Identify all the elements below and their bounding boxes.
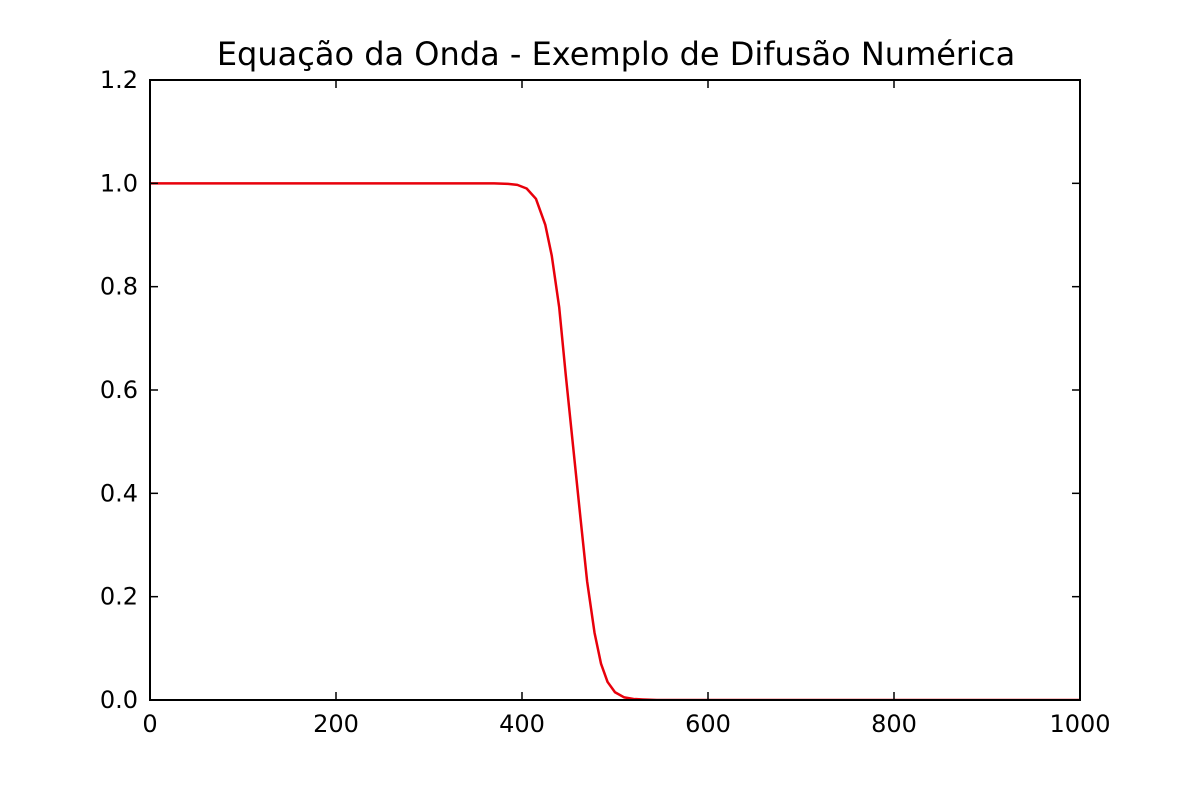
y-tick-label: 1.0 — [100, 169, 138, 197]
series-line-0 — [150, 182, 1080, 700]
x-tick-label: 0 — [142, 710, 157, 738]
y-tick-label: 0.6 — [100, 376, 138, 404]
axis-ticks: 0 200 400 600 800 1000 0.0 0.2 0.4 0.6 0.8 1.0 1.2 — [100, 66, 1111, 738]
x-tick-label: 600 — [685, 710, 731, 738]
y-tick-label: 0.0 — [100, 686, 138, 714]
x-tick-label: 200 — [313, 710, 359, 738]
x-tick-label: 800 — [871, 710, 917, 738]
y-tick-label: 0.8 — [100, 273, 138, 301]
x-tick-label: 400 — [499, 710, 545, 738]
plot-area — [150, 182, 1080, 700]
y-tick-label: 0.4 — [100, 479, 138, 507]
y-tick-label: 0.2 — [100, 583, 138, 611]
x-tick-label: 1000 — [1049, 710, 1110, 738]
chart-title: Equação da Onda - Exemplo de Difusão Num… — [217, 35, 1015, 73]
y-tick-label: 1.2 — [100, 66, 138, 94]
axes-frame — [149, 79, 1081, 701]
